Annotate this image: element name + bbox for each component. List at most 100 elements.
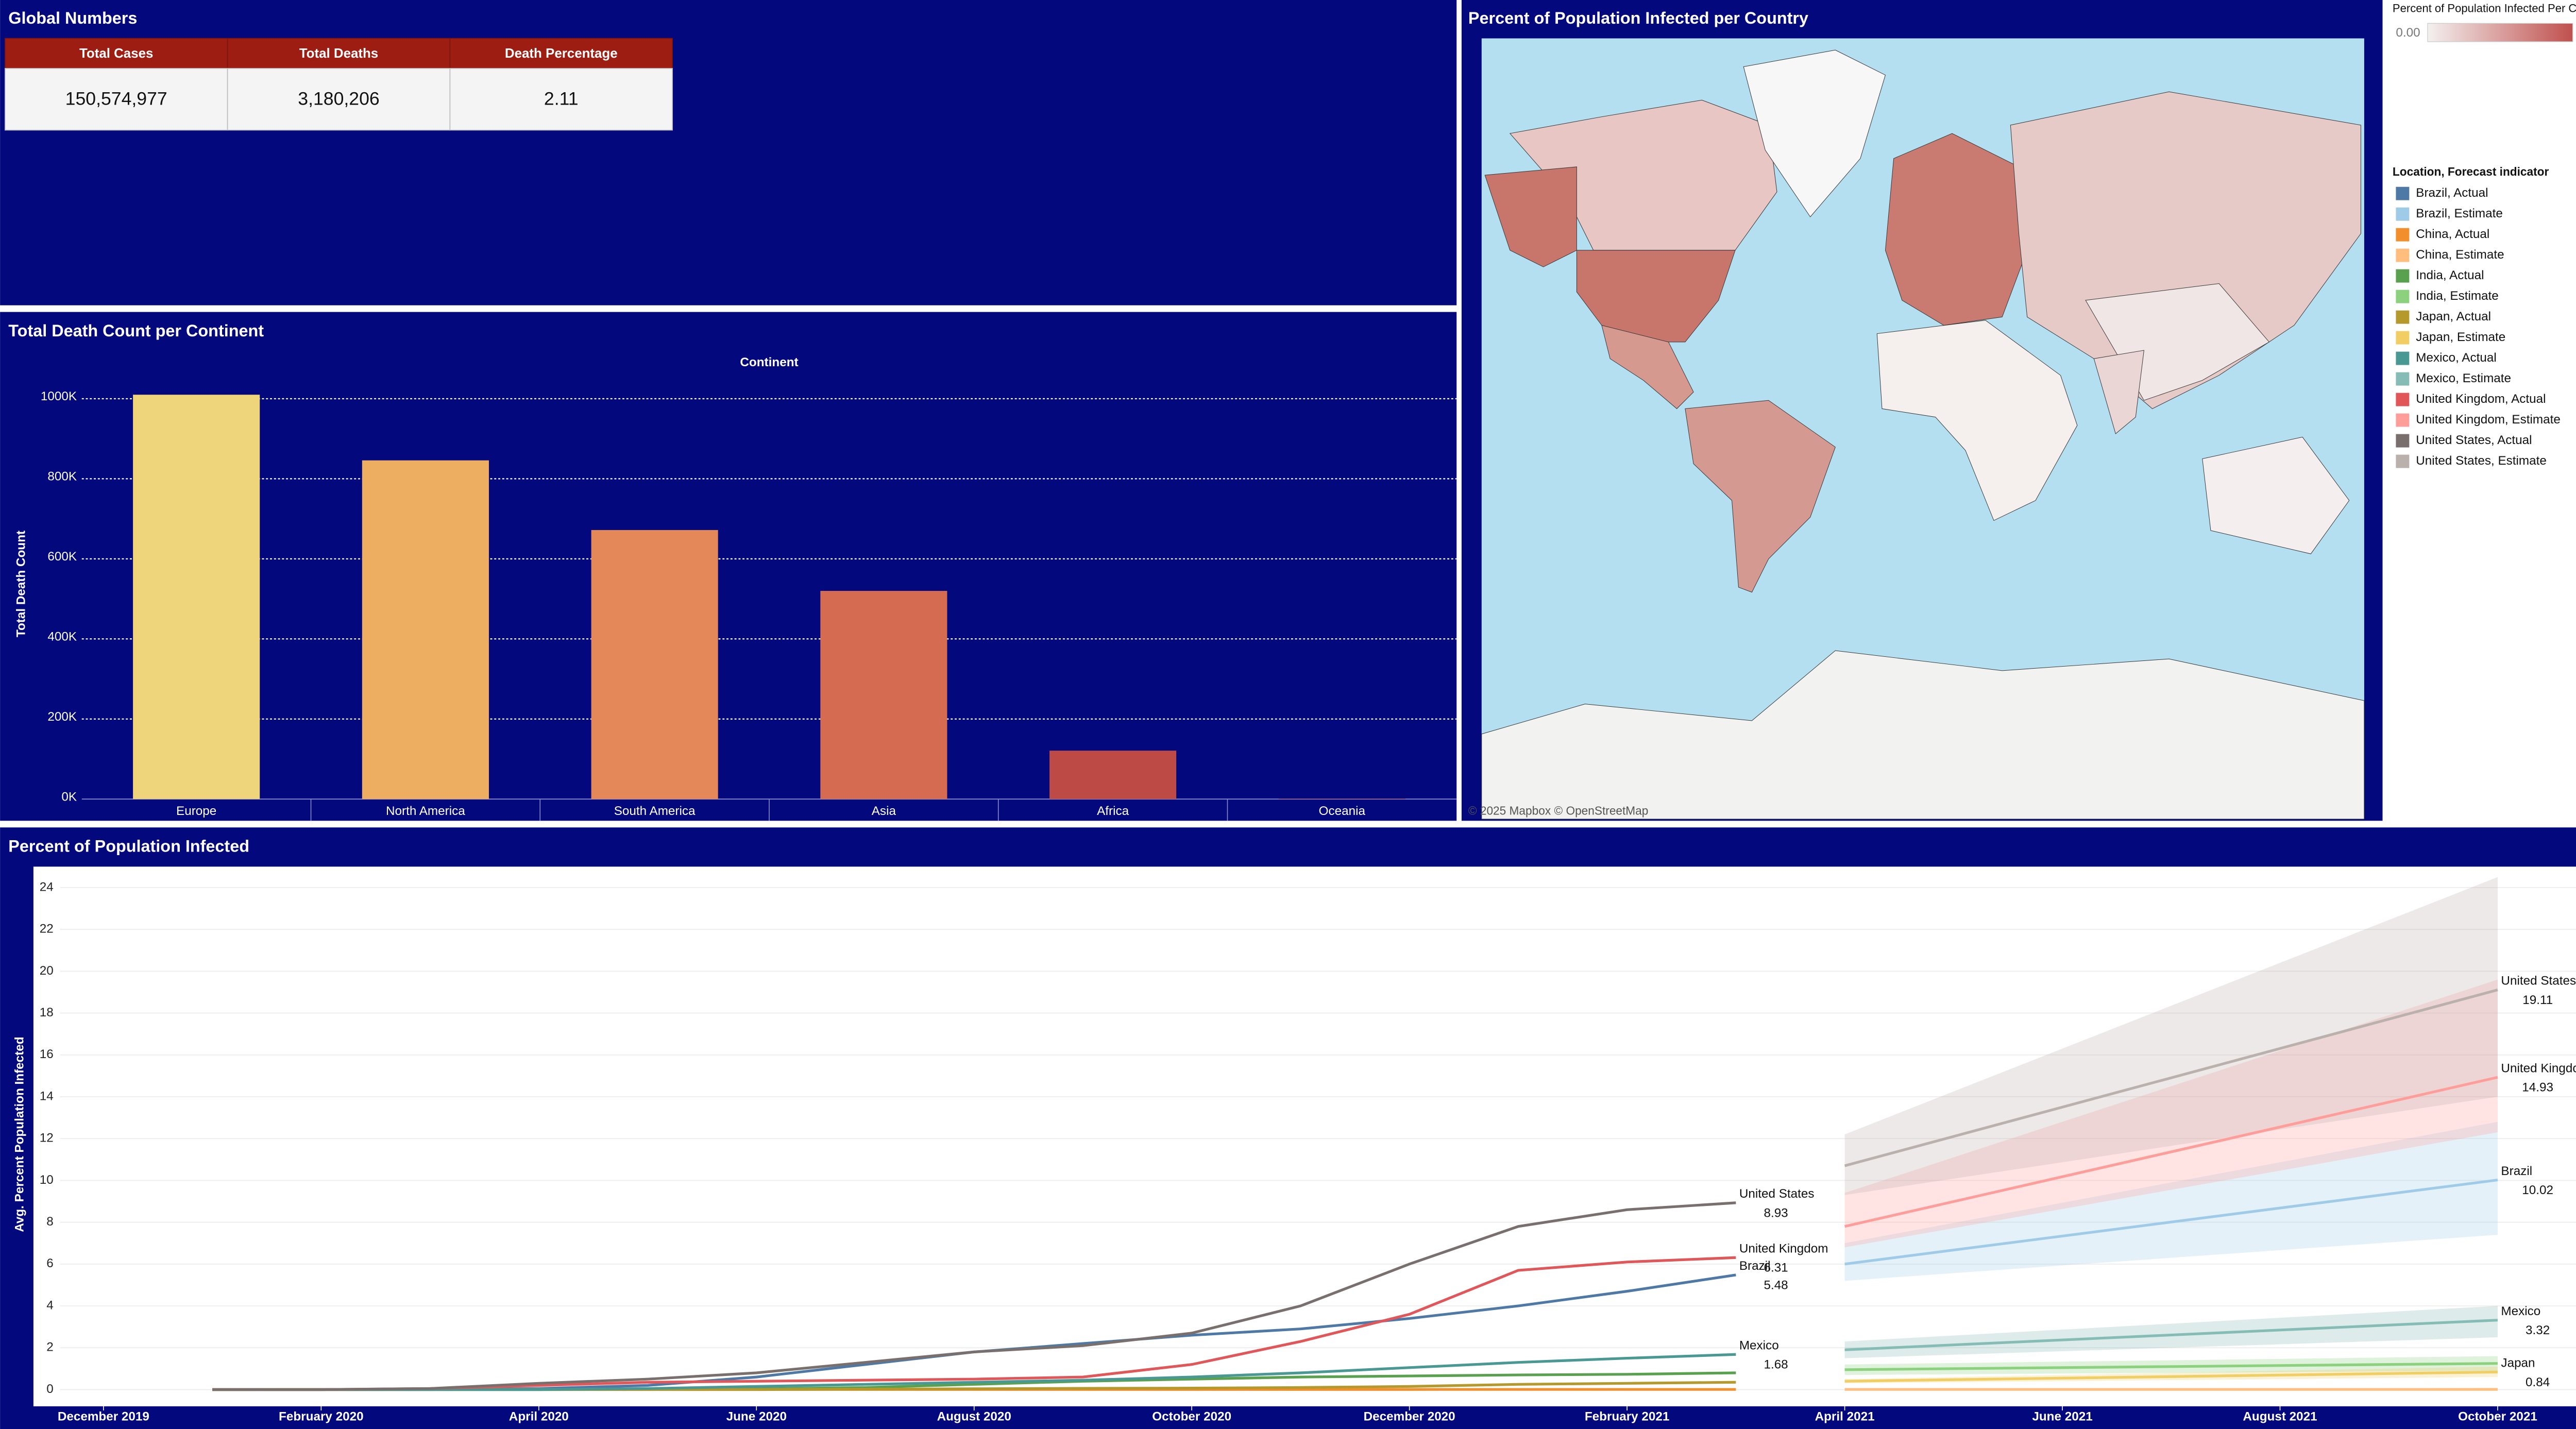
- bar: [1278, 798, 1405, 799]
- panel-title: Percent of Population Infected per Count…: [1468, 9, 1808, 27]
- end-label-name: Mexico: [2501, 1304, 2540, 1318]
- x-tick-label: August 2021: [2243, 1409, 2317, 1423]
- series-line: [1844, 1076, 2498, 1228]
- forecast-band: [1844, 1121, 2498, 1281]
- map-region: [1481, 650, 2365, 820]
- legend-swatch: [2396, 434, 2410, 448]
- header-text: Death Percentage: [505, 46, 618, 61]
- header-text: Total Cases: [79, 46, 153, 61]
- panel-title: Global Numbers: [8, 9, 137, 27]
- y-tick-label: 200K: [47, 710, 77, 724]
- legend-label: Japan, Estimate: [2416, 330, 2505, 344]
- legend-title: Percent of Population Infected Per Coun.…: [2393, 2, 2576, 15]
- legend-swatch: [2396, 186, 2410, 200]
- y-tick-label: 18: [40, 1006, 54, 1019]
- end-label-value: 14.93: [2522, 1081, 2553, 1095]
- bar: [1049, 751, 1177, 799]
- end-label-name: Brazil: [1739, 1259, 1771, 1273]
- series-line: [1844, 1179, 2498, 1266]
- legend-label: United States, Actual: [2416, 433, 2532, 447]
- legend-label: United Kingdom, Estimate: [2416, 413, 2561, 427]
- series-line: [1844, 1319, 2498, 1351]
- value-text: 150,574,977: [65, 89, 167, 109]
- x-tick-label: February 2020: [279, 1409, 364, 1423]
- y-tick-label: 600K: [47, 550, 77, 564]
- forecast-band: [1844, 979, 2498, 1248]
- y-tick-label: 6: [46, 1256, 54, 1270]
- legend-label: United Kingdom, Actual: [2416, 392, 2546, 406]
- panel-title: Percent of Population Infected: [8, 837, 249, 856]
- legend-swatch: [2396, 228, 2410, 242]
- x-tick-label: Oceania: [1319, 804, 1366, 818]
- header-cell: [5, 38, 228, 69]
- legend-swatch: [2396, 393, 2410, 406]
- bar: [133, 395, 260, 799]
- header-cell: [449, 38, 673, 69]
- y-tick-label: 8: [46, 1215, 54, 1229]
- legend-swatch: [2396, 454, 2410, 468]
- legend-swatch: [2396, 413, 2410, 427]
- x-tick-label: June 2021: [2032, 1409, 2092, 1423]
- end-label-value: 8.93: [1764, 1206, 1788, 1220]
- x-tick-label: October 2021: [2458, 1409, 2537, 1423]
- end-label-value: 5.48: [1764, 1278, 1788, 1292]
- x-tick-label: December 2019: [58, 1409, 149, 1423]
- legend-label: Mexico, Actual: [2416, 351, 2496, 365]
- end-label-value: 10.02: [2522, 1183, 2553, 1197]
- header-text: Total Deaths: [299, 46, 378, 61]
- end-label-value: 19.11: [2522, 993, 2553, 1007]
- series-line: [212, 1201, 1736, 1391]
- map-region: [2202, 436, 2350, 554]
- series-line: [1844, 989, 2498, 1167]
- legend-label: Brazil, Estimate: [2416, 207, 2503, 220]
- end-label-value: 6.31: [1764, 1261, 1788, 1275]
- end-label-name: Brazil: [2501, 1164, 2532, 1178]
- x-axis-title: Continent: [740, 355, 798, 369]
- value-text: 2.11: [544, 89, 579, 109]
- end-label-name: Mexico: [1739, 1338, 1779, 1352]
- map-region: [1743, 49, 1886, 217]
- value-cell: [449, 67, 673, 131]
- map-region: [1601, 325, 1694, 410]
- x-tick-label: August 2020: [937, 1409, 1011, 1423]
- bar: [362, 460, 489, 799]
- y-tick-label: 800K: [47, 470, 77, 484]
- legend-title: Location, Forecast indicator: [2393, 165, 2549, 178]
- map-region: [1876, 320, 2078, 521]
- map-region: [2010, 91, 2361, 409]
- bar: [820, 591, 947, 799]
- forecast-band: [1844, 1306, 2498, 1358]
- legend-swatch: [2396, 207, 2410, 221]
- legend-swatch: [2396, 351, 2410, 365]
- x-tick-label: North America: [386, 804, 465, 818]
- map-region: [2093, 350, 2144, 434]
- end-label-name: United Kingdom: [1739, 1241, 1828, 1255]
- x-tick-label: April 2020: [509, 1409, 569, 1423]
- y-tick-label: 4: [46, 1298, 54, 1312]
- legend-label: United States, Estimate: [2416, 454, 2547, 468]
- value-text: 3,180,206: [298, 89, 379, 109]
- legend-label: India, Estimate: [2416, 289, 2499, 303]
- value-cell: [227, 67, 451, 131]
- y-tick-label: 16: [40, 1047, 54, 1061]
- y-axis-title: Total Death Count: [14, 531, 28, 637]
- legend-label: Mexico, Estimate: [2416, 371, 2511, 385]
- map-attribution: © 2025 Mapbox © OpenStreetMap: [1468, 804, 1649, 817]
- legend-swatch: [2396, 269, 2410, 283]
- legend-label: Brazil, Actual: [2416, 186, 2488, 200]
- series-line: [1844, 1362, 2498, 1371]
- y-tick-label: 22: [40, 922, 54, 936]
- legend-swatch: [2396, 331, 2410, 345]
- legend-label: India, Actual: [2416, 268, 2484, 282]
- y-tick-label: 10: [40, 1173, 54, 1187]
- plot-area: [33, 866, 2576, 1406]
- series-line: [1844, 1370, 2498, 1383]
- end-label-name: United States: [2501, 974, 2576, 988]
- end-label-name: United States: [1739, 1187, 1815, 1201]
- legend-label: Japan, Actual: [2416, 310, 2491, 324]
- map-region: [1685, 400, 1836, 593]
- x-tick-label: October 2020: [1152, 1409, 1231, 1423]
- end-label-value: 0.84: [2526, 1375, 2550, 1389]
